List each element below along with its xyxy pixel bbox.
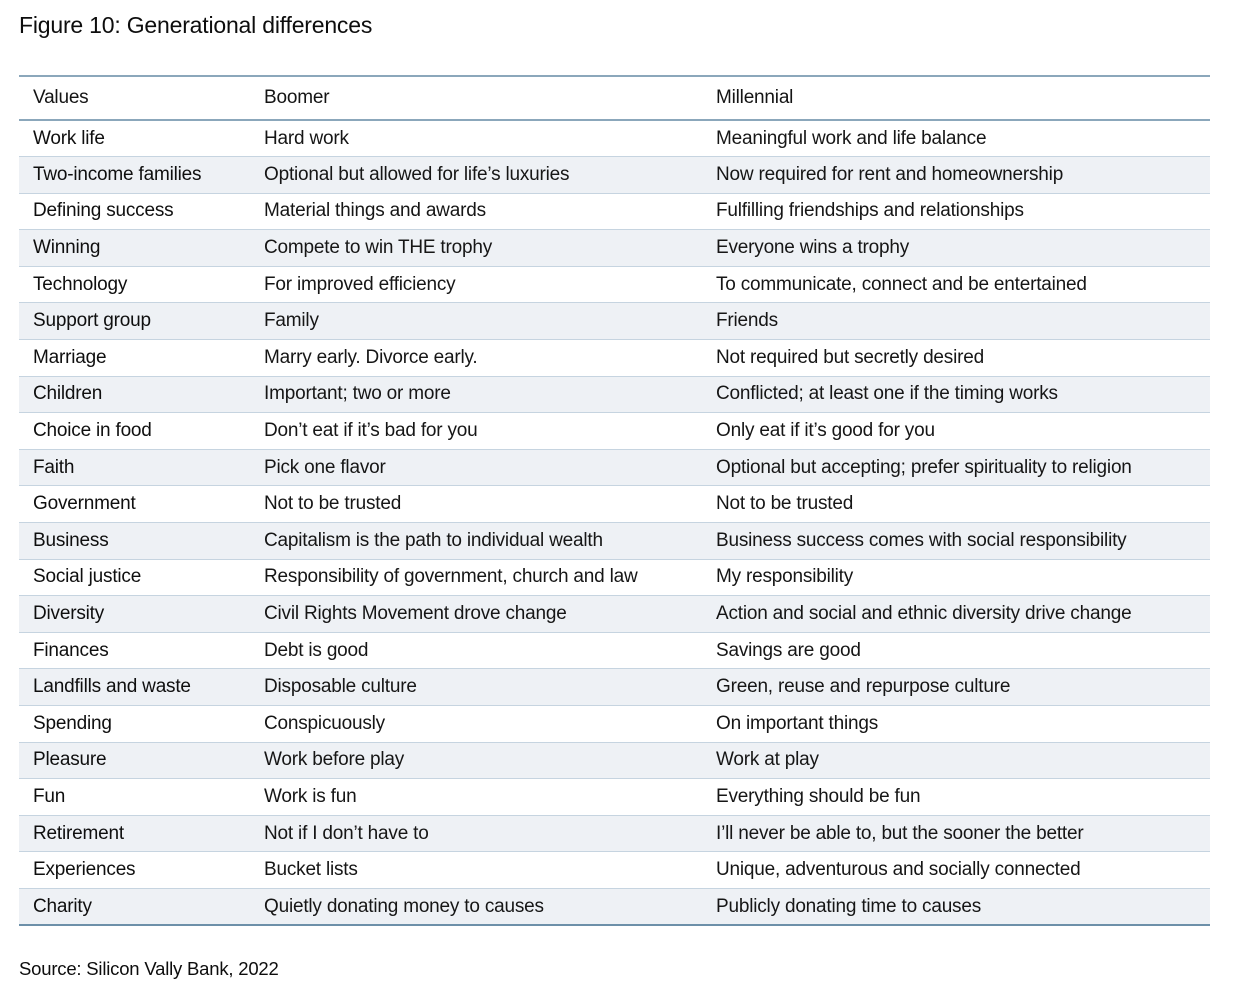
millennial-cell: Everyone wins a trophy bbox=[716, 237, 910, 259]
value-cell: Spending bbox=[33, 712, 112, 734]
boomer-cell: Disposable culture bbox=[264, 676, 417, 698]
table-row: Retirement Not if I don’t have to I’ll n… bbox=[19, 815, 1210, 852]
boomer-cell: Not if I don’t have to bbox=[264, 822, 429, 844]
value-cell: Work life bbox=[33, 127, 105, 149]
table-body: Work life Hard work Meaningful work and … bbox=[19, 120, 1210, 926]
figure-title: Figure 10: Generational differences bbox=[19, 12, 373, 38]
boomer-cell: Civil Rights Movement drove change bbox=[264, 603, 567, 625]
table-row: Spending Conspicuously On important thin… bbox=[19, 705, 1210, 743]
millennial-cell: Only eat if it’s good for you bbox=[716, 420, 935, 442]
millennial-cell: My responsibility bbox=[716, 566, 854, 588]
table-row: Work life Hard work Meaningful work and … bbox=[19, 120, 1210, 157]
millennial-cell: Unique, adventurous and socially connect… bbox=[716, 859, 1081, 881]
boomer-cell: Work is fun bbox=[264, 785, 357, 807]
boomer-cell: Hard work bbox=[264, 127, 349, 149]
millennial-cell: Action and social and ethnic diversity d… bbox=[716, 603, 1132, 625]
millennial-cell: Meaningful work and life balance bbox=[716, 127, 987, 149]
value-cell: Landfills and waste bbox=[33, 676, 191, 698]
millennial-cell: On important things bbox=[716, 712, 879, 734]
boomer-cell: Pick one flavor bbox=[264, 456, 386, 478]
value-cell: Faith bbox=[33, 456, 75, 478]
table-row: Finances Debt is good Savings are good bbox=[19, 632, 1210, 669]
millennial-cell: Conflicted; at least one if the timing w… bbox=[716, 383, 1058, 405]
value-cell: Retirement bbox=[33, 822, 124, 844]
table-row: Charity Quietly donating money to causes… bbox=[19, 888, 1210, 926]
boomer-cell: Work before play bbox=[264, 749, 405, 771]
millennial-cell: Green, reuse and repurpose culture bbox=[716, 676, 1011, 698]
millennial-cell: I’ll never be able to, but the sooner th… bbox=[716, 822, 1084, 844]
table-row: Two-income families Optional but allowed… bbox=[19, 156, 1210, 194]
boomer-cell: Compete to win THE trophy bbox=[264, 237, 493, 259]
table-row: Marriage Marry early. Divorce early. Not… bbox=[19, 339, 1210, 377]
value-cell: Support group bbox=[33, 310, 151, 332]
table-header: Values Boomer Millennial bbox=[19, 76, 1210, 120]
value-cell: Technology bbox=[33, 273, 128, 295]
value-cell: Choice in food bbox=[33, 420, 152, 442]
value-cell: Business bbox=[33, 529, 109, 551]
table-row: Faith Pick one flavor Optional but accep… bbox=[19, 449, 1210, 486]
value-cell: Defining success bbox=[33, 200, 174, 222]
value-cell: Charity bbox=[33, 895, 92, 917]
boomer-cell: For improved efficiency bbox=[264, 273, 456, 295]
column-header-millennial: Millennial bbox=[716, 87, 794, 108]
boomer-cell: Conspicuously bbox=[264, 712, 385, 734]
value-cell: Two-income families bbox=[33, 163, 202, 185]
value-cell: Social justice bbox=[33, 566, 142, 588]
column-header-boomer: Boomer bbox=[264, 87, 330, 108]
millennial-cell: Savings are good bbox=[716, 639, 861, 661]
millennial-cell: Business success comes with social respo… bbox=[716, 529, 1127, 551]
table-row: Government Not to be trusted Not to be t… bbox=[19, 485, 1210, 523]
boomer-cell: Don’t eat if it’s bad for you bbox=[264, 420, 478, 442]
column-header-values: Values bbox=[33, 87, 89, 108]
value-cell: Children bbox=[33, 383, 103, 405]
boomer-cell: Optional but allowed for life’s luxuries bbox=[264, 163, 570, 185]
table-row: Winning Compete to win THE trophy Everyo… bbox=[19, 229, 1210, 267]
table-row: Diversity Civil Rights Movement drove ch… bbox=[19, 595, 1210, 633]
millennial-cell: Fulfilling friendships and relationships bbox=[716, 200, 1024, 222]
boomer-cell: Important; two or more bbox=[264, 383, 451, 405]
boomer-cell: Responsibility of government, church and… bbox=[264, 566, 638, 588]
generational-differences-table: Values Boomer Millennial Work life Hard … bbox=[19, 75, 1210, 926]
millennial-cell: Optional but accepting; prefer spiritual… bbox=[716, 456, 1132, 478]
boomer-cell: Not to be trusted bbox=[264, 493, 402, 515]
boomer-cell: Marry early. Divorce early. bbox=[264, 346, 478, 368]
boomer-cell: Debt is good bbox=[264, 639, 369, 661]
millennial-cell: Work at play bbox=[716, 749, 819, 771]
boomer-cell: Family bbox=[264, 310, 319, 332]
boomer-cell: Bucket lists bbox=[264, 859, 358, 881]
table-row: Children Important; two or more Conflict… bbox=[19, 376, 1210, 413]
header-row: Values Boomer Millennial bbox=[19, 76, 1210, 120]
value-cell: Diversity bbox=[33, 603, 105, 625]
boomer-cell: Material things and awards bbox=[264, 200, 486, 222]
millennial-cell: To communicate, connect and be entertain… bbox=[716, 273, 1087, 295]
table-row: Choice in food Don’t eat if it’s bad for… bbox=[19, 412, 1210, 450]
table-row: Pleasure Work before play Work at play bbox=[19, 742, 1210, 779]
table-row: Support group Family Friends bbox=[19, 302, 1210, 340]
millennial-cell: Now required for rent and homeownership bbox=[716, 163, 1064, 185]
value-cell: Winning bbox=[33, 237, 101, 259]
boomer-cell: Capitalism is the path to individual wea… bbox=[264, 529, 603, 551]
value-cell: Experiences bbox=[33, 859, 136, 881]
table-row: Landfills and waste Disposable culture G… bbox=[19, 668, 1210, 706]
millennial-cell: Everything should be fun bbox=[716, 785, 921, 807]
table-row: Technology For improved efficiency To co… bbox=[19, 266, 1210, 303]
millennial-cell: Friends bbox=[716, 310, 778, 332]
table-row: Business Capitalism is the path to indiv… bbox=[19, 522, 1210, 560]
value-cell: Finances bbox=[33, 639, 109, 661]
value-cell: Government bbox=[33, 493, 136, 515]
source-attribution: Source: Silicon Vally Bank, 2022 bbox=[19, 958, 279, 980]
table-row: Social justice Responsibility of governm… bbox=[19, 559, 1210, 596]
table-row: Experiences Bucket lists Unique, adventu… bbox=[19, 851, 1210, 889]
table-row: Defining success Material things and awa… bbox=[19, 193, 1210, 230]
table-row: Fun Work is fun Everything should be fun bbox=[19, 778, 1210, 816]
value-cell: Marriage bbox=[33, 346, 107, 368]
boomer-cell: Quietly donating money to causes bbox=[264, 895, 544, 917]
millennial-cell: Not to be trusted bbox=[716, 493, 854, 515]
value-cell: Pleasure bbox=[33, 749, 107, 771]
millennial-cell: Publicly donating time to causes bbox=[716, 895, 982, 917]
value-cell: Fun bbox=[33, 785, 66, 807]
millennial-cell: Not required but secretly desired bbox=[716, 346, 984, 368]
